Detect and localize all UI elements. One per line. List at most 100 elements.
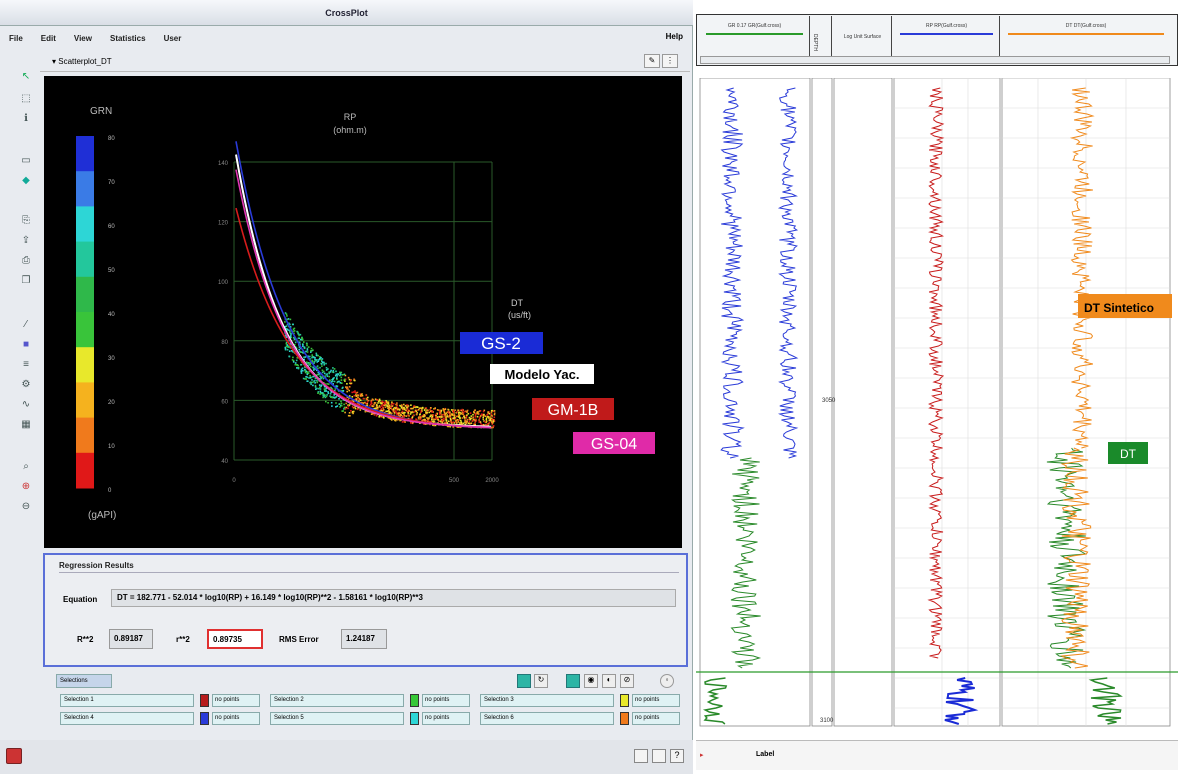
menu-statistics[interactable]: Statistics bbox=[109, 33, 146, 43]
menu-file[interactable]: File bbox=[9, 33, 23, 43]
table-icon[interactable]: ▦ bbox=[21, 419, 31, 430]
scatter-point bbox=[358, 397, 361, 400]
menu-help[interactable]: Help bbox=[665, 32, 683, 41]
scatter-point bbox=[318, 373, 321, 375]
chart-settings-icon[interactable]: ⚙ bbox=[21, 379, 31, 390]
selection-name-field[interactable]: Selection 6 bbox=[480, 712, 614, 725]
refresh-icon[interactable]: ↻ bbox=[534, 674, 548, 688]
menu-view[interactable]: View bbox=[73, 33, 92, 43]
active-selection-icon[interactable] bbox=[566, 674, 580, 688]
selection-color-swatch[interactable] bbox=[620, 694, 629, 707]
selections-tab[interactable]: Selections bbox=[56, 674, 112, 688]
eye-icon[interactable]: ◉ bbox=[584, 674, 598, 688]
selection-name-field[interactable]: Selection 1 bbox=[60, 694, 194, 707]
palette-icon[interactable]: ◐ bbox=[602, 674, 616, 688]
tab-edit-icon[interactable]: ✎ bbox=[644, 54, 660, 68]
selection-color-swatch[interactable] bbox=[620, 712, 629, 725]
color-icon[interactable]: ■ bbox=[22, 339, 30, 350]
zoom-out-icon[interactable]: ⊖ bbox=[21, 501, 31, 512]
r2-value[interactable]: 0.89735 bbox=[207, 629, 263, 649]
regression-icon[interactable]: ∿ bbox=[21, 399, 31, 410]
track-header-gr[interactable]: GR 0.17 GR(Gulf.cross) bbox=[700, 16, 810, 64]
scatter-point bbox=[411, 422, 414, 425]
info-icon[interactable]: ℹ bbox=[24, 113, 28, 124]
clear-icon[interactable]: ⊘ bbox=[620, 674, 634, 688]
legend-icon[interactable]: ≡ bbox=[23, 359, 29, 370]
scatter-point bbox=[488, 417, 490, 420]
select-tool-icon[interactable] bbox=[517, 674, 531, 688]
dt-label-bg bbox=[1108, 442, 1148, 464]
scatter-point bbox=[284, 321, 286, 323]
scatter-point bbox=[292, 328, 295, 330]
select-rect-icon[interactable]: ▭ bbox=[21, 155, 31, 166]
scatter-point bbox=[316, 361, 318, 363]
grid-toggle-icon[interactable] bbox=[634, 749, 648, 763]
selection-name-field[interactable]: Selection 4 bbox=[60, 712, 194, 725]
polygon-icon[interactable]: ◆ bbox=[22, 175, 30, 186]
rms-value[interactable]: 1.24187 bbox=[341, 629, 387, 649]
scatter-point bbox=[358, 403, 361, 405]
selection-color-swatch[interactable] bbox=[410, 694, 419, 707]
crossplot-canvas[interactable]: GRN 80 70 60 50 40 30 20 10 0 (gAPI) RP (ohm.m) … bbox=[44, 76, 682, 548]
equation-field[interactable]: DT = 182.771 - 52.014 * log10(RP) + 16.1… bbox=[111, 589, 676, 607]
scatter-point bbox=[463, 417, 466, 419]
track-header-unit[interactable]: Log Unit Surface bbox=[834, 16, 892, 64]
scatter-point bbox=[492, 425, 495, 427]
scatter-point bbox=[414, 406, 417, 409]
scatter-point bbox=[488, 412, 491, 415]
scatter-point bbox=[289, 335, 292, 337]
scatter-point bbox=[486, 414, 489, 416]
selection-color-swatch[interactable] bbox=[200, 694, 209, 707]
track-scrollbar[interactable] bbox=[700, 56, 1170, 64]
scatter-point bbox=[458, 416, 461, 418]
zoom-in-icon[interactable]: ⊕ bbox=[21, 481, 31, 492]
stop-icon[interactable] bbox=[6, 748, 22, 764]
R2-value[interactable]: 0.89187 bbox=[109, 629, 153, 649]
track-header-dt[interactable]: DT DT(Gulf.cross) bbox=[1002, 16, 1170, 64]
list-toggle-icon[interactable] bbox=[652, 749, 666, 763]
help-icon[interactable]: ? bbox=[670, 749, 684, 763]
scatter-point bbox=[296, 356, 299, 359]
scatter-point bbox=[314, 386, 317, 388]
print-icon[interactable]: ⎙ bbox=[22, 255, 30, 266]
scatter-point bbox=[344, 411, 346, 414]
scatter-point bbox=[349, 415, 351, 417]
scatter-point bbox=[320, 376, 322, 378]
scatter-point bbox=[458, 414, 460, 416]
scatter-point bbox=[333, 380, 336, 383]
scatter-point bbox=[381, 403, 384, 406]
scatter-point bbox=[404, 421, 406, 423]
scatter-point bbox=[485, 417, 488, 420]
zoom-icon[interactable]: ⌕ bbox=[23, 461, 29, 472]
scatter-point bbox=[335, 373, 338, 376]
zoom-box-icon[interactable]: ⬚ bbox=[21, 93, 31, 104]
scatter-point bbox=[387, 407, 389, 409]
x-tick: 2000 bbox=[485, 478, 499, 484]
tab-scatterplot[interactable]: ▾ Scatterplot_DT bbox=[52, 57, 112, 66]
options-icon[interactable]: ◦ bbox=[660, 674, 674, 688]
scatter-point bbox=[323, 372, 326, 375]
pointer-icon[interactable]: ↖ bbox=[21, 71, 31, 82]
track-header-rp[interactable]: RP RP(Gulf.cross) bbox=[894, 16, 1000, 64]
line-icon[interactable]: ⁄ bbox=[25, 319, 27, 330]
scatter-point bbox=[377, 400, 380, 403]
selection-name-field[interactable]: Selection 2 bbox=[270, 694, 404, 707]
colorbar-segment bbox=[76, 382, 94, 419]
copy-icon[interactable]: ❐ bbox=[21, 275, 31, 286]
selection-color-swatch[interactable] bbox=[200, 712, 209, 725]
scatter-point bbox=[419, 416, 421, 418]
scatter-point bbox=[353, 394, 356, 397]
selection-color-swatch[interactable] bbox=[410, 712, 419, 725]
export-icon[interactable]: ⇪ bbox=[21, 235, 31, 246]
menu-user[interactable]: User bbox=[163, 33, 182, 43]
scatter-point bbox=[403, 416, 405, 418]
tab-menu-icon[interactable]: ⋮ bbox=[662, 54, 678, 68]
scatter-point bbox=[335, 406, 337, 408]
scatter-point bbox=[384, 403, 386, 405]
scatter-point bbox=[362, 402, 365, 404]
selection-name-field[interactable]: Selection 3 bbox=[480, 694, 614, 707]
selection-name-field[interactable]: Selection 5 bbox=[270, 712, 404, 725]
menu-edit[interactable]: Edit bbox=[40, 33, 56, 43]
save-icon[interactable]: ⎘ bbox=[22, 215, 30, 226]
track-header-depth[interactable]: DEPTH bbox=[812, 16, 832, 64]
